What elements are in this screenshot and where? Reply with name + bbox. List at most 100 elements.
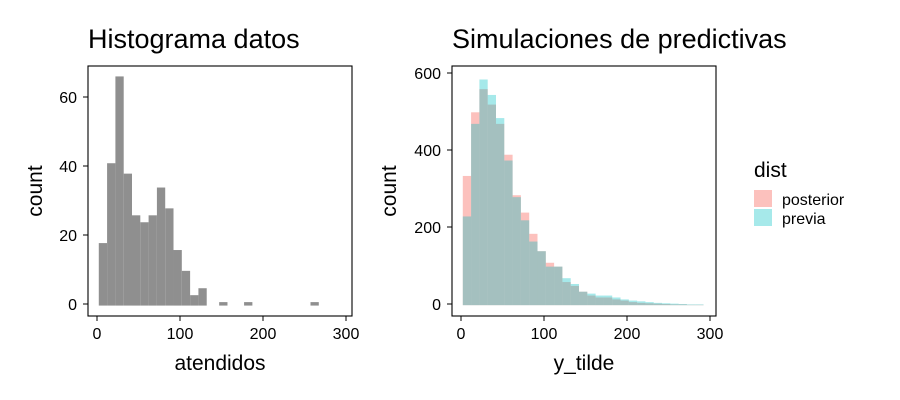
plot-panel-border (451, 65, 717, 317)
bar-previa (471, 123, 480, 306)
bar-posterior (637, 302, 646, 306)
y-tick-label: 40 (59, 159, 77, 176)
x-tick-label: 200 (250, 326, 277, 343)
bar-posterior (645, 303, 654, 306)
bar-previa (554, 266, 563, 306)
bar-posterior (678, 304, 687, 306)
bar-posterior (462, 175, 472, 306)
bar-previa (587, 293, 596, 306)
bar-previa (695, 304, 704, 306)
panel-histograma-datos: Histograma datos 0 100 200 300 atendidos… (24, 24, 359, 375)
y-tick-label: 600 (414, 66, 441, 83)
bar-previa (653, 302, 663, 306)
bar-posterior (620, 300, 629, 306)
bar-previa (645, 302, 654, 306)
bar-posterior (529, 233, 538, 306)
bar (123, 173, 132, 306)
bar-posterior (537, 251, 546, 306)
bar-posterior (612, 299, 621, 306)
bar-posterior (520, 212, 530, 306)
bar-posterior (579, 291, 588, 306)
bar-previa (496, 118, 505, 306)
x-tick-label: 300 (333, 326, 360, 343)
bar-previa (628, 300, 638, 306)
bar-posterior (587, 295, 596, 306)
bar (173, 250, 182, 306)
plot-panel-border (87, 65, 353, 317)
bar (132, 215, 141, 306)
y-tick-label: 400 (414, 143, 441, 160)
bar (140, 222, 149, 306)
bar-previa (562, 278, 571, 306)
histogram-bars (98, 76, 319, 306)
x-axis: 0 100 200 300 (457, 316, 724, 343)
bar-posterior (628, 302, 638, 306)
bar (190, 295, 199, 306)
bar (115, 76, 124, 306)
bar-previa (662, 303, 671, 306)
bar-posterior (479, 89, 488, 306)
legend-key-previa (754, 209, 772, 226)
bar-previa (612, 297, 621, 306)
bar-previa (512, 197, 521, 306)
bar (156, 187, 166, 306)
histogram-bars (462, 79, 704, 306)
bar-posterior (471, 112, 480, 306)
bar (198, 288, 207, 306)
bar-previa (487, 94, 496, 306)
bar-posterior (595, 297, 604, 306)
bar (181, 270, 191, 306)
bar-posterior (487, 104, 496, 306)
bar-previa (537, 251, 546, 306)
bar-posterior (603, 297, 613, 306)
bar-previa (595, 295, 604, 306)
y-tick-label: 200 (414, 220, 441, 237)
chart-title: Histograma datos (88, 24, 300, 54)
bar-previa (620, 299, 629, 306)
bar (148, 215, 157, 306)
legend-label-previa: previa (782, 211, 826, 228)
bar (244, 302, 253, 306)
bar-posterior (504, 154, 513, 306)
x-axis: 0 100 200 300 (93, 316, 360, 343)
x-tick-label: 300 (697, 326, 724, 343)
x-tick-label: 100 (167, 326, 194, 343)
bar-posterior (554, 266, 563, 306)
bar-previa (570, 283, 580, 306)
x-tick-label: 0 (93, 326, 102, 343)
bar-previa (686, 304, 696, 306)
bar-previa (520, 220, 530, 306)
legend-label-posterior: posterior (782, 192, 845, 209)
legend-key-posterior (754, 190, 772, 207)
bar (219, 302, 228, 306)
bar-previa (479, 79, 488, 306)
bar (310, 302, 319, 306)
bar-previa (670, 303, 679, 306)
bar-posterior (570, 285, 580, 306)
bar-previa (504, 160, 513, 306)
y-axis-title: count (378, 165, 401, 217)
x-tick-label: 100 (531, 326, 558, 343)
y-axis-title: count (24, 165, 47, 217)
bar-posterior (670, 304, 679, 306)
y-tick-label: 20 (59, 228, 77, 245)
bar-posterior (562, 282, 571, 306)
bar-posterior (653, 303, 663, 306)
bar-posterior (512, 195, 521, 306)
bar-posterior (662, 304, 671, 306)
y-axis: 0 20 40 60 (59, 90, 88, 314)
legend: dist posterior previa (754, 159, 845, 228)
x-tick-label: 200 (614, 326, 641, 343)
bar-previa (579, 291, 588, 306)
y-tick-label: 60 (59, 90, 77, 107)
x-tick-label: 0 (457, 326, 466, 343)
bar-previa (637, 301, 646, 306)
bar-posterior (545, 262, 555, 306)
bar-previa (678, 304, 687, 306)
bar (98, 243, 108, 306)
panel-simulaciones: Simulaciones de predictivas 0 100 200 30… (378, 24, 787, 375)
bar-previa (529, 241, 538, 306)
bar-previa (545, 266, 555, 306)
y-tick-label: 0 (432, 297, 441, 314)
